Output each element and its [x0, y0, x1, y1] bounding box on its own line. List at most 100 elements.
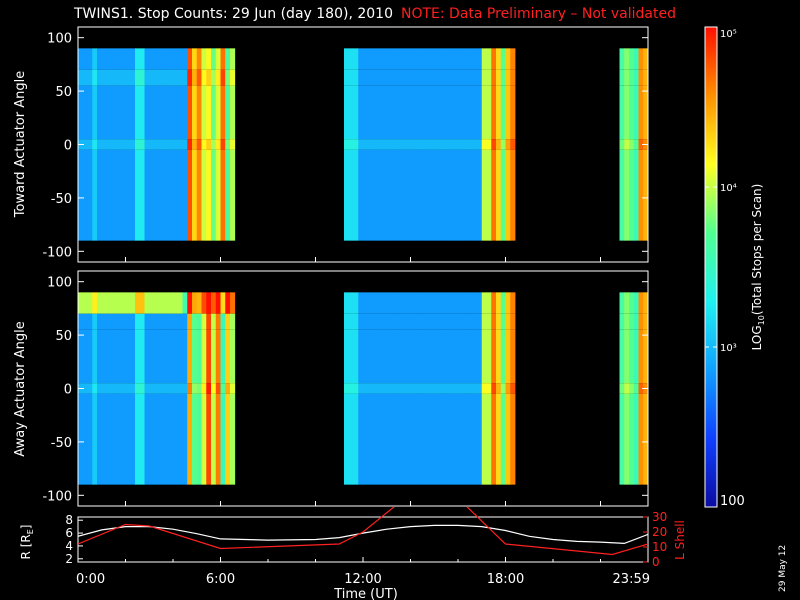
away-heat-cell — [87, 383, 93, 394]
away-heat-cell — [486, 329, 492, 384]
away-heat-cell — [643, 329, 649, 384]
away-heat-cell — [125, 383, 131, 394]
toward-heat-cell — [215, 139, 221, 150]
away-heat-cell — [467, 383, 473, 394]
toward-heat-cell — [424, 139, 430, 150]
away-heat-cell — [386, 393, 392, 485]
away-heat-cell — [211, 393, 217, 485]
l-shell-tick-label: 20 — [652, 525, 667, 539]
toward-heat-cell — [168, 139, 174, 150]
ephemeris-lines — [78, 507, 648, 556]
away-heat-cell — [163, 329, 169, 384]
away-heat-cell — [116, 393, 122, 485]
away-heat-cell — [82, 313, 88, 330]
toward-heat-cell — [643, 149, 649, 241]
toward-heat-cell — [149, 139, 155, 150]
away-heat-cell — [120, 393, 126, 485]
toward-heat-cell — [173, 69, 179, 86]
toward-heat-cell — [82, 139, 88, 150]
toward-heat-cell — [101, 139, 107, 150]
away-heat-cell — [453, 329, 459, 384]
toward-heat-cell — [629, 85, 635, 140]
away-heat-cell — [439, 393, 445, 485]
toward-heat-cell — [496, 139, 502, 150]
toward-heat-cell — [78, 48, 84, 70]
away-heat-cell — [363, 292, 369, 314]
toward-heat-cell — [462, 149, 468, 241]
toward-heat-cell — [111, 139, 117, 150]
away-heat-cell — [220, 383, 226, 394]
toward-heat-cell — [211, 85, 217, 140]
toward-heat-cell — [462, 85, 468, 140]
away-heat-cell — [116, 313, 122, 330]
toward-heat-cell — [101, 149, 107, 241]
away-heat-cell — [92, 313, 98, 330]
away-heat-cell — [477, 393, 483, 485]
away-heat-cell — [439, 383, 445, 394]
toward-heat-cell — [158, 139, 164, 150]
away-heat-cell — [201, 292, 207, 314]
toward-heat-cell — [453, 69, 459, 86]
toward-heat-cell — [410, 149, 416, 241]
away-heat-cell — [92, 383, 98, 394]
toward-heat-cell — [168, 48, 174, 70]
toward-tick-label: -50 — [51, 192, 72, 207]
away-heat-cell — [491, 383, 497, 394]
toward-heat-cell — [363, 149, 369, 241]
toward-heat-cell — [429, 149, 435, 241]
away-heat-cell — [453, 383, 459, 394]
away-heat-cell — [405, 393, 411, 485]
toward-heat-cell — [424, 48, 430, 70]
away-heat-cell — [177, 313, 183, 330]
toward-heat-cell — [420, 48, 426, 70]
away-heat-cell — [92, 329, 98, 384]
away-heat-cell — [434, 292, 440, 314]
away-heat-cell — [405, 313, 411, 330]
away-heat-cell — [619, 313, 625, 330]
toward-heat-cell — [372, 149, 378, 241]
away-heat-cell — [344, 393, 350, 485]
toward-heat-cell — [491, 139, 497, 150]
toward-heat-cell — [92, 85, 98, 140]
toward-heat-cell — [372, 69, 378, 86]
toward-heat-cell — [163, 48, 169, 70]
toward-heat-cell — [472, 139, 478, 150]
toward-heat-cell — [510, 69, 516, 86]
away-heat-cell — [154, 313, 160, 330]
toward-heat-cell — [410, 85, 416, 140]
toward-heat-cell — [139, 69, 145, 86]
toward-heat-cell — [405, 85, 411, 140]
toward-heat-cell — [477, 85, 483, 140]
toward-heat-cell — [116, 69, 122, 86]
away-heat-cell — [491, 393, 497, 485]
away-heat-cell — [500, 313, 506, 330]
away-heat-cell — [120, 292, 126, 314]
away-heat-cell — [225, 292, 231, 314]
toward-heat-cell — [424, 149, 430, 241]
away-heat-cell — [135, 329, 141, 384]
toward-heat-cell — [467, 85, 473, 140]
away-heat-cell — [211, 329, 217, 384]
toward-heat-cell — [472, 85, 478, 140]
away-heat-cell — [177, 393, 183, 485]
away-heat-cell — [196, 393, 202, 485]
away-heat-cell — [638, 329, 644, 384]
away-heat-cell — [192, 313, 198, 330]
away-heat-cell — [97, 292, 103, 314]
away-heat-cell — [358, 393, 364, 485]
toward-heat-cell — [168, 69, 174, 86]
toward-heat-cell — [144, 48, 150, 70]
away-heat-cell — [101, 383, 107, 394]
away-heat-cell — [458, 393, 464, 485]
toward-heat-cell — [149, 149, 155, 241]
toward-heat-cell — [386, 48, 392, 70]
away-heat-cell — [130, 383, 136, 394]
away-heat-cell — [629, 383, 635, 394]
toward-heat-cell — [82, 69, 88, 86]
preliminary-note: NOTE: Data Preliminary – Not validated — [400, 6, 676, 22]
toward-heat-cell — [92, 139, 98, 150]
radius-tick-label: 8 — [65, 513, 73, 527]
away-heat-cell — [358, 313, 364, 330]
time-tick-label: 18:00 — [487, 572, 524, 587]
